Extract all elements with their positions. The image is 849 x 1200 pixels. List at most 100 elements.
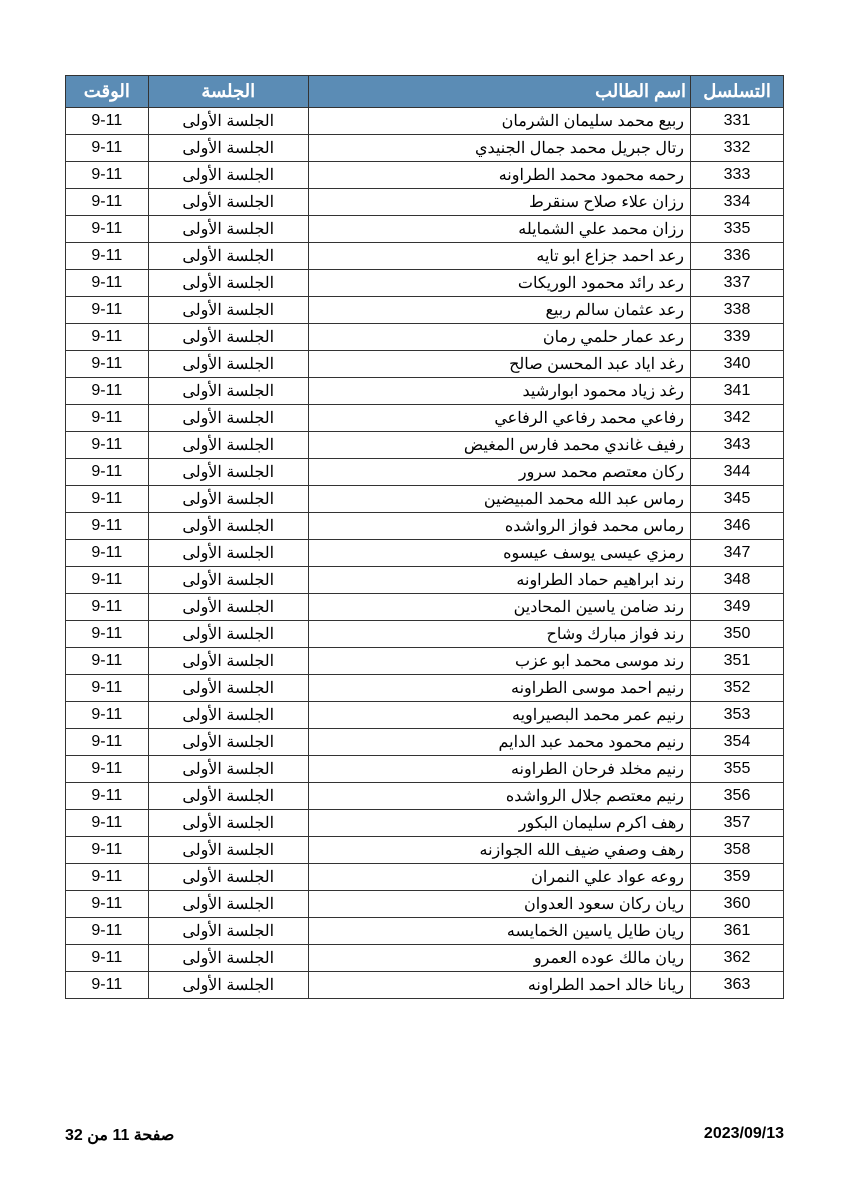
cell-name: ركان معتصم محمد سرور: [308, 459, 690, 486]
cell-time: 9-11: [66, 297, 149, 324]
cell-seq: 340: [691, 351, 784, 378]
cell-session: الجلسة الأولى: [148, 783, 308, 810]
table-row: 349رند ضامن ياسين المحادينالجلسة الأولى9…: [66, 594, 784, 621]
cell-seq: 336: [691, 243, 784, 270]
cell-seq: 347: [691, 540, 784, 567]
cell-session: الجلسة الأولى: [148, 675, 308, 702]
header-session: الجلسة: [148, 76, 308, 108]
cell-time: 9-11: [66, 891, 149, 918]
table-row: 333رحمه محمود محمد الطراونهالجلسة الأولى…: [66, 162, 784, 189]
cell-name: رغد زياد محمود ابوارشيد: [308, 378, 690, 405]
cell-name: رند موسى محمد ابو عزب: [308, 648, 690, 675]
cell-seq: 342: [691, 405, 784, 432]
cell-time: 9-11: [66, 459, 149, 486]
cell-session: الجلسة الأولى: [148, 162, 308, 189]
cell-session: الجلسة الأولى: [148, 702, 308, 729]
cell-seq: 346: [691, 513, 784, 540]
cell-name: روعه عواد علي النمران: [308, 864, 690, 891]
cell-seq: 355: [691, 756, 784, 783]
cell-time: 9-11: [66, 594, 149, 621]
cell-session: الجلسة الأولى: [148, 918, 308, 945]
cell-time: 9-11: [66, 837, 149, 864]
cell-name: رغد اياد عبد المحسن صالح: [308, 351, 690, 378]
cell-time: 9-11: [66, 945, 149, 972]
footer-date: 2023/09/13: [704, 1125, 784, 1145]
table-row: 357رهف اكرم سليمان البكورالجلسة الأولى9-…: [66, 810, 784, 837]
cell-seq: 332: [691, 135, 784, 162]
cell-session: الجلسة الأولى: [148, 135, 308, 162]
table-row: 346رماس محمد فواز الرواشدهالجلسة الأولى9…: [66, 513, 784, 540]
cell-time: 9-11: [66, 324, 149, 351]
cell-session: الجلسة الأولى: [148, 810, 308, 837]
cell-name: رفيف غاندي محمد فارس المغيض: [308, 432, 690, 459]
cell-name: ريان مالك عوده العمرو: [308, 945, 690, 972]
table-row: 341رغد زياد محمود ابوارشيدالجلسة الأولى9…: [66, 378, 784, 405]
cell-session: الجلسة الأولى: [148, 648, 308, 675]
cell-session: الجلسة الأولى: [148, 432, 308, 459]
cell-seq: 338: [691, 297, 784, 324]
table-row: 332رتال جبريل محمد جمال الجنيديالجلسة ال…: [66, 135, 784, 162]
cell-seq: 357: [691, 810, 784, 837]
cell-name: رنيم احمد موسى الطراونه: [308, 675, 690, 702]
cell-seq: 341: [691, 378, 784, 405]
cell-name: رتال جبريل محمد جمال الجنيدي: [308, 135, 690, 162]
cell-name: رنيم معتصم جلال الرواشده: [308, 783, 690, 810]
table-body: 331ربيع محمد سليمان الشرمانالجلسة الأولى…: [66, 108, 784, 999]
cell-time: 9-11: [66, 918, 149, 945]
cell-seq: 358: [691, 837, 784, 864]
cell-time: 9-11: [66, 513, 149, 540]
cell-seq: 361: [691, 918, 784, 945]
cell-session: الجلسة الأولى: [148, 567, 308, 594]
cell-time: 9-11: [66, 162, 149, 189]
cell-time: 9-11: [66, 810, 149, 837]
table-row: 350رند فواز مبارك وشاحالجلسة الأولى9-11: [66, 621, 784, 648]
cell-time: 9-11: [66, 243, 149, 270]
cell-time: 9-11: [66, 783, 149, 810]
cell-name: رعد عمار حلمي رمان: [308, 324, 690, 351]
table-row: 348رند ابراهيم حماد الطراونهالجلسة الأول…: [66, 567, 784, 594]
cell-time: 9-11: [66, 648, 149, 675]
cell-name: رمزي عيسى يوسف عيسوه: [308, 540, 690, 567]
cell-session: الجلسة الأولى: [148, 216, 308, 243]
cell-seq: 354: [691, 729, 784, 756]
cell-seq: 359: [691, 864, 784, 891]
table-row: 358رهف وصفي ضيف الله الجوازنهالجلسة الأو…: [66, 837, 784, 864]
cell-time: 9-11: [66, 216, 149, 243]
cell-session: الجلسة الأولى: [148, 378, 308, 405]
cell-name: رحمه محمود محمد الطراونه: [308, 162, 690, 189]
cell-seq: 351: [691, 648, 784, 675]
cell-name: رنيم مخلد فرحان الطراونه: [308, 756, 690, 783]
cell-time: 9-11: [66, 351, 149, 378]
cell-seq: 352: [691, 675, 784, 702]
cell-session: الجلسة الأولى: [148, 351, 308, 378]
cell-session: الجلسة الأولى: [148, 756, 308, 783]
header-time: الوقت: [66, 76, 149, 108]
table-row: 353رنيم عمر محمد البصيراويهالجلسة الأولى…: [66, 702, 784, 729]
cell-seq: 333: [691, 162, 784, 189]
cell-session: الجلسة الأولى: [148, 108, 308, 135]
cell-name: رهف وصفي ضيف الله الجوازنه: [308, 837, 690, 864]
table-row: 356رنيم معتصم جلال الرواشدهالجلسة الأولى…: [66, 783, 784, 810]
cell-name: رماس عبد الله محمد المبيضين: [308, 486, 690, 513]
cell-time: 9-11: [66, 432, 149, 459]
cell-seq: 363: [691, 972, 784, 999]
student-table: التسلسل اسم الطالب الجلسة الوقت 331ربيع …: [65, 75, 784, 999]
cell-seq: 350: [691, 621, 784, 648]
cell-seq: 349: [691, 594, 784, 621]
cell-session: الجلسة الأولى: [148, 297, 308, 324]
cell-session: الجلسة الأولى: [148, 891, 308, 918]
cell-session: الجلسة الأولى: [148, 945, 308, 972]
cell-name: رماس محمد فواز الرواشده: [308, 513, 690, 540]
cell-time: 9-11: [66, 621, 149, 648]
cell-seq: 344: [691, 459, 784, 486]
table-row: 347رمزي عيسى يوسف عيسوهالجلسة الأولى9-11: [66, 540, 784, 567]
cell-seq: 343: [691, 432, 784, 459]
cell-seq: 339: [691, 324, 784, 351]
table-row: 340رغد اياد عبد المحسن صالحالجلسة الأولى…: [66, 351, 784, 378]
table-row: 344ركان معتصم محمد سرورالجلسة الأولى9-11: [66, 459, 784, 486]
cell-name: رزان محمد علي الشمايله: [308, 216, 690, 243]
cell-session: الجلسة الأولى: [148, 405, 308, 432]
cell-name: رعد رائد محمود الوريكات: [308, 270, 690, 297]
cell-seq: 348: [691, 567, 784, 594]
cell-name: رنيم عمر محمد البصيراويه: [308, 702, 690, 729]
